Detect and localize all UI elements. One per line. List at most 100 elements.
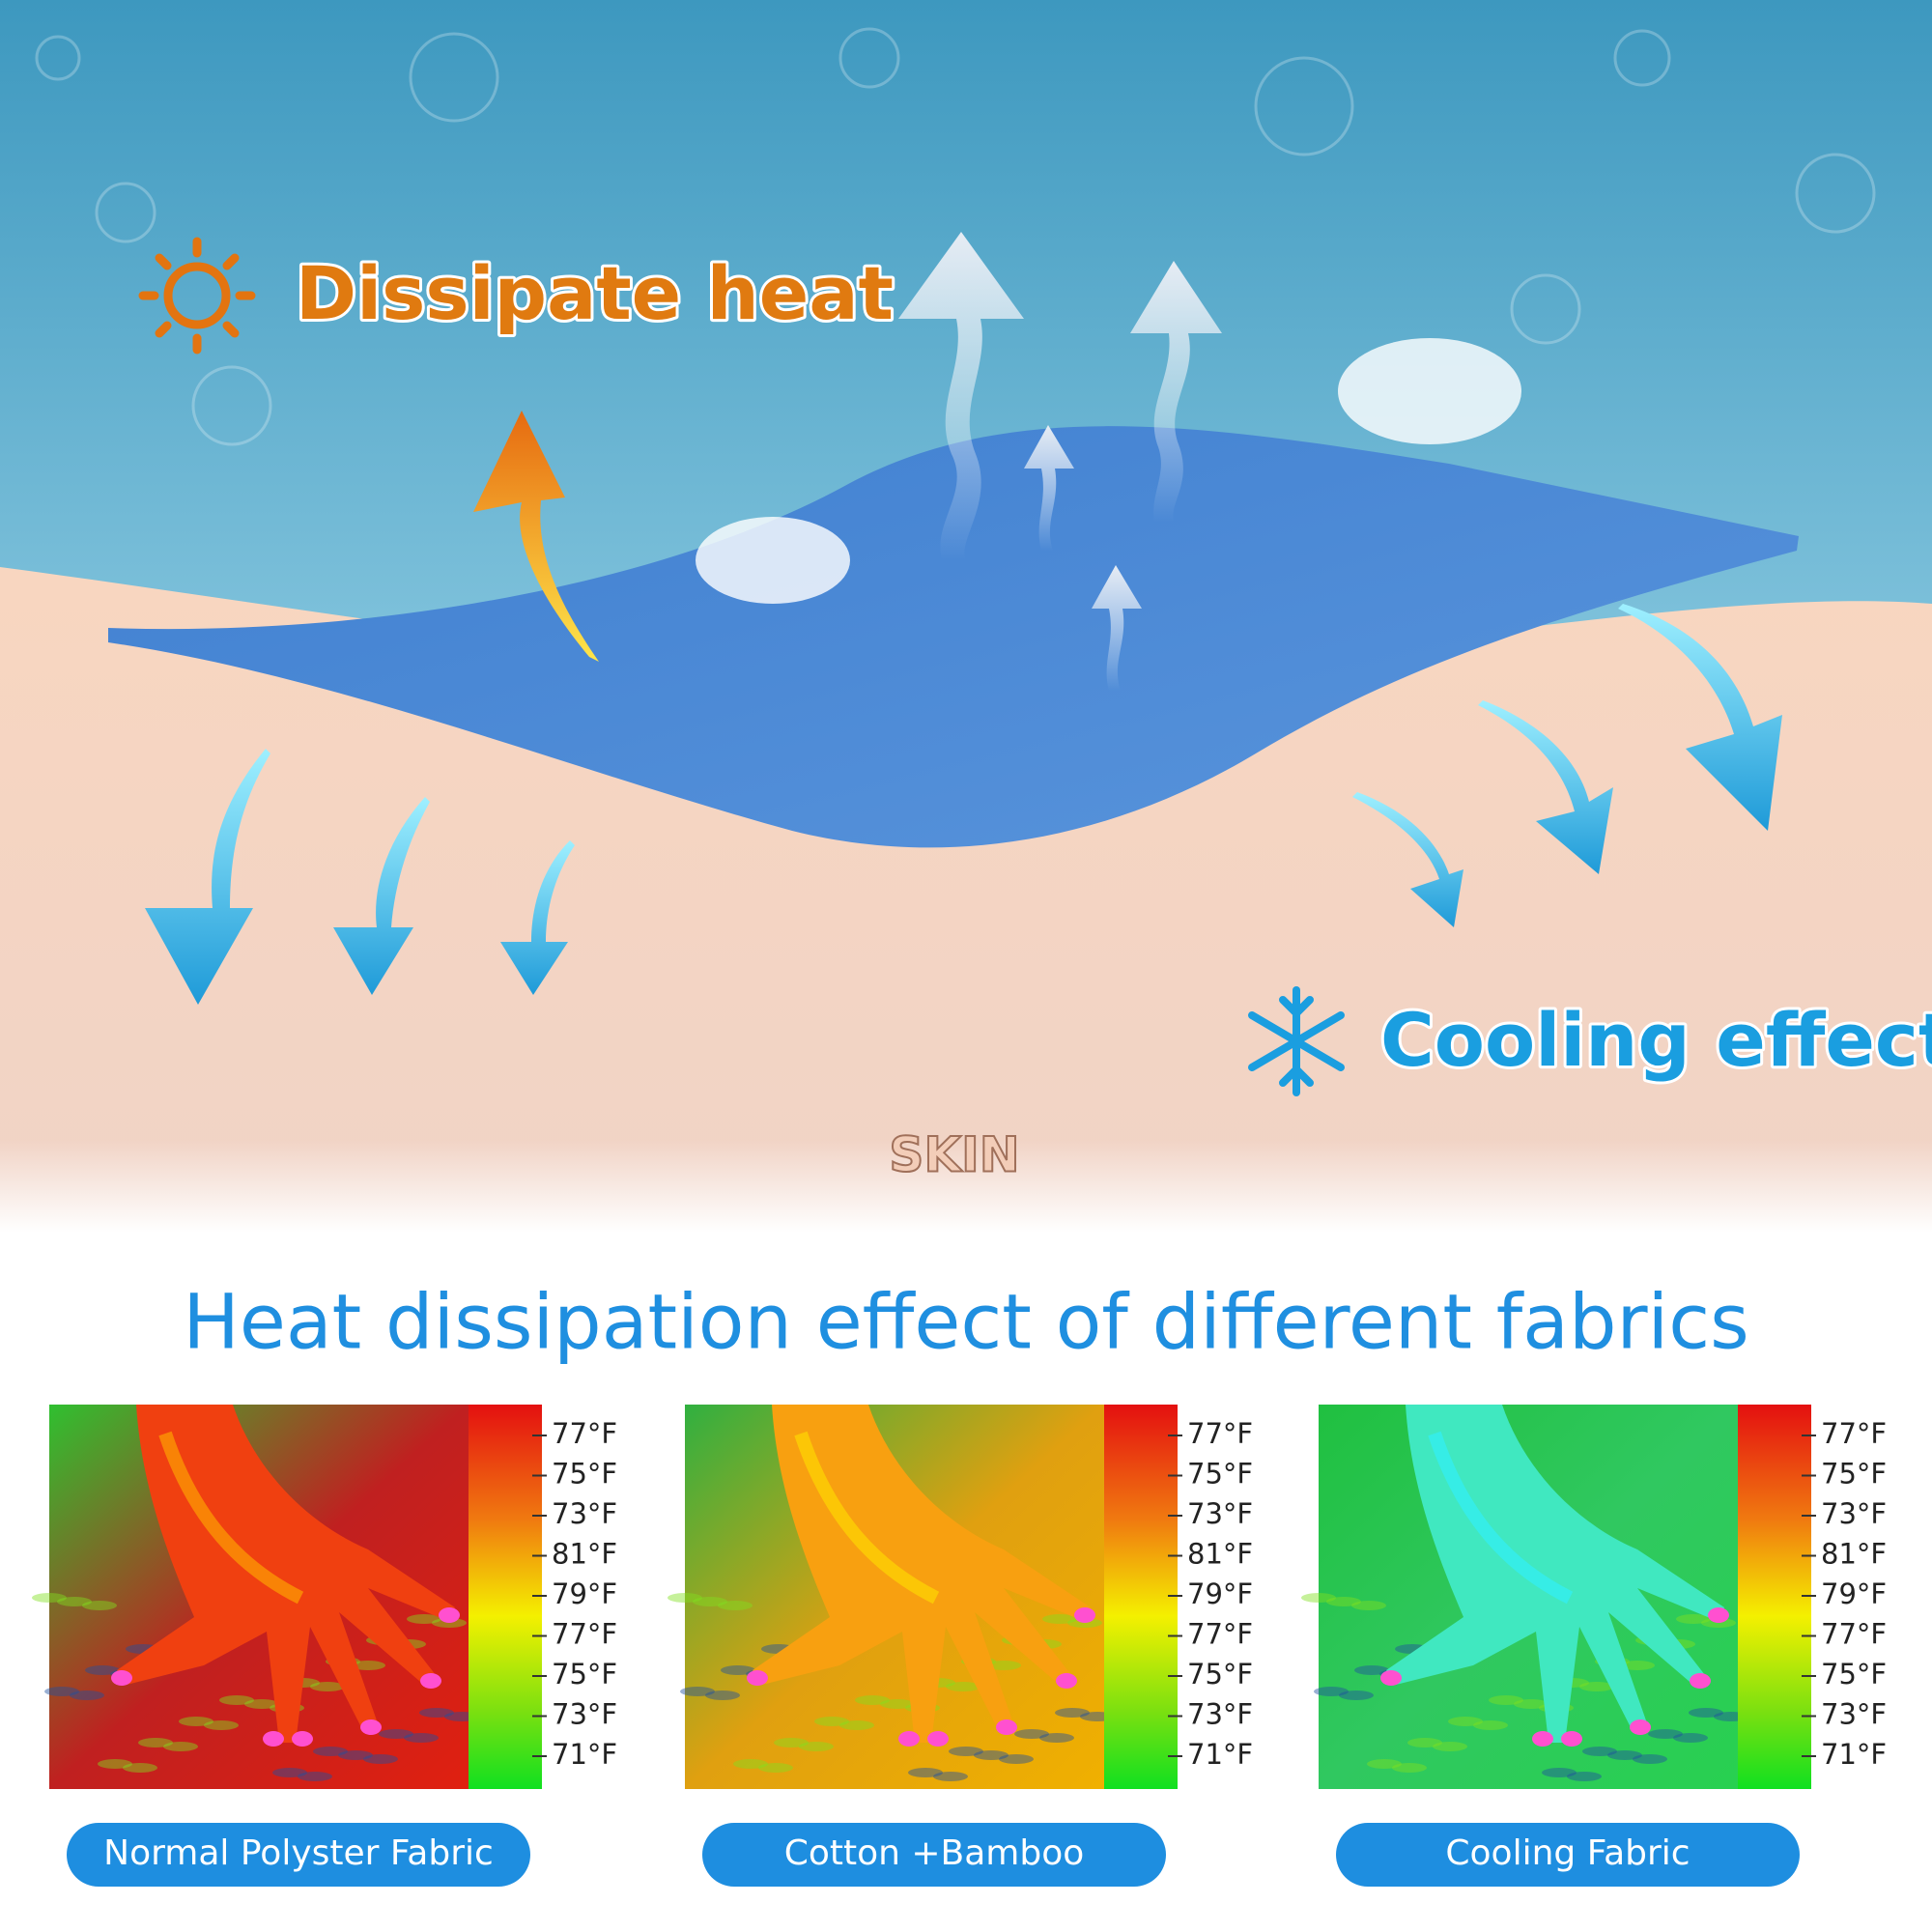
fingernail <box>898 1731 920 1747</box>
thermal-noise <box>57 1597 92 1606</box>
thermal-noise <box>123 1763 157 1773</box>
scale-label: 73°F <box>1821 1497 1887 1530</box>
thermal-noise <box>1367 1759 1402 1769</box>
sun-icon <box>138 237 256 355</box>
scale-label: 75°F <box>1187 1658 1253 1690</box>
color-scale <box>1104 1405 1178 1789</box>
scale-label: 81°F <box>552 1538 617 1571</box>
thermal-noise <box>244 1699 279 1709</box>
scale-label: 71°F <box>552 1738 617 1771</box>
thermal-noise <box>32 1593 67 1603</box>
thermal-noise <box>839 1720 874 1730</box>
thermal-noise <box>98 1759 132 1769</box>
thermal-noise <box>705 1690 740 1700</box>
water-drops <box>35 27 1876 446</box>
fade <box>0 1140 1932 1233</box>
thermal-noise <box>986 1661 1021 1670</box>
thermal-noise <box>1039 1733 1074 1743</box>
fingernail <box>1074 1607 1095 1623</box>
hand-shape <box>1386 1405 1724 1743</box>
fingernail <box>439 1607 460 1623</box>
heat-arrow <box>473 411 599 662</box>
thermal-noise <box>404 1733 439 1743</box>
fingernail <box>1056 1673 1077 1689</box>
thermal-noise <box>1392 1763 1427 1773</box>
thermal-noise <box>1354 1665 1389 1675</box>
caption: Cooling Fabric <box>1445 1833 1690 1873</box>
fingernail <box>1380 1670 1402 1686</box>
thermal-noise <box>908 1768 943 1777</box>
scale-label: 77°F <box>552 1417 617 1450</box>
thermal-noise <box>1579 1682 1614 1691</box>
thermal-noise <box>733 1759 768 1769</box>
thermal-noise <box>974 1750 1009 1760</box>
hand-highlight <box>1428 1431 1574 1605</box>
thermal-noise <box>44 1687 79 1696</box>
thermal-noise <box>363 1754 398 1764</box>
thermal-noise <box>163 1742 198 1751</box>
scale-label: 81°F <box>1187 1538 1253 1571</box>
panels: 77°F 75°F 73°F 81°F 79°F 77°F 75°F 73°F 71°F Norm… <box>32 1405 1887 1887</box>
thermal-noise <box>1607 1750 1642 1760</box>
dissipate-label: Dissipate heat <box>296 250 894 336</box>
caption: Normal Polyster Fabric <box>103 1833 494 1873</box>
thermal-noise <box>70 1690 104 1700</box>
scale-label: 77°F <box>1187 1618 1253 1651</box>
vapor-arrows <box>898 232 1222 691</box>
color-scale <box>469 1405 542 1789</box>
thermal-noise <box>1339 1690 1374 1700</box>
thermal-noise <box>351 1661 385 1670</box>
hand-shape <box>117 1405 455 1743</box>
thermal-noise <box>1326 1597 1361 1606</box>
thermal-noise <box>379 1729 413 1739</box>
thermal-noise <box>138 1738 173 1747</box>
thermal-noise <box>407 1614 441 1624</box>
thermal-noise <box>718 1601 753 1610</box>
thermal-noise <box>1301 1593 1336 1603</box>
fabric-panel: 77°F 75°F 73°F 81°F 79°F 77°F 75°F 73°F 71°F <box>1301 1405 1887 1789</box>
fingernail <box>420 1673 441 1689</box>
thermal-noise <box>1648 1729 1683 1739</box>
hand-highlight <box>158 1431 304 1605</box>
fabric-panel: 77°F 75°F 73°F 81°F 79°F 77°F 75°F 73°F 71°F <box>668 1405 1253 1789</box>
thermal-noise <box>1689 1708 1723 1718</box>
skin-label: SKIN <box>889 1127 1019 1183</box>
thermal-noise <box>1473 1720 1508 1730</box>
fingernail <box>747 1670 768 1686</box>
thermal-noise <box>419 1708 454 1718</box>
scale-label: 77°F <box>1187 1417 1253 1450</box>
scale-label: 77°F <box>552 1618 617 1651</box>
thermal-noise <box>1351 1601 1386 1610</box>
thermal-noise <box>179 1717 213 1726</box>
thermal-noise <box>1448 1717 1483 1726</box>
thermal-noise <box>693 1597 727 1606</box>
fingernail <box>1561 1731 1582 1747</box>
scale-label: 73°F <box>1821 1698 1887 1731</box>
caption-pill <box>67 1823 530 1887</box>
thermal-noise <box>880 1699 915 1709</box>
thermal-noise <box>1620 1661 1655 1670</box>
thermal-noise <box>338 1750 373 1760</box>
scale-label: 71°F <box>1821 1738 1887 1771</box>
thermal-noise <box>1633 1754 1667 1764</box>
scale-label: 73°F <box>1187 1698 1253 1731</box>
thermal-noise <box>1676 1614 1711 1624</box>
fingernail <box>292 1731 313 1747</box>
thermal-noise <box>1042 1614 1077 1624</box>
thermal-noise <box>668 1593 702 1603</box>
thermal-noise <box>855 1695 890 1705</box>
thermal-noise <box>204 1720 239 1730</box>
cooling-label: Cooling effect <box>1380 997 1932 1083</box>
scale-label: 77°F <box>1821 1618 1887 1651</box>
thermal-noise <box>721 1665 755 1675</box>
scale-label: 79°F <box>552 1577 617 1610</box>
scale-label: 79°F <box>1187 1577 1253 1610</box>
thermal-noise <box>758 1763 793 1773</box>
fabric-layer <box>108 426 1799 848</box>
fingernail <box>1690 1673 1711 1689</box>
scale-label: 75°F <box>1821 1658 1887 1690</box>
fingernail <box>1708 1607 1729 1623</box>
thermal-noise <box>680 1687 715 1696</box>
thermal-noise <box>1514 1699 1548 1709</box>
